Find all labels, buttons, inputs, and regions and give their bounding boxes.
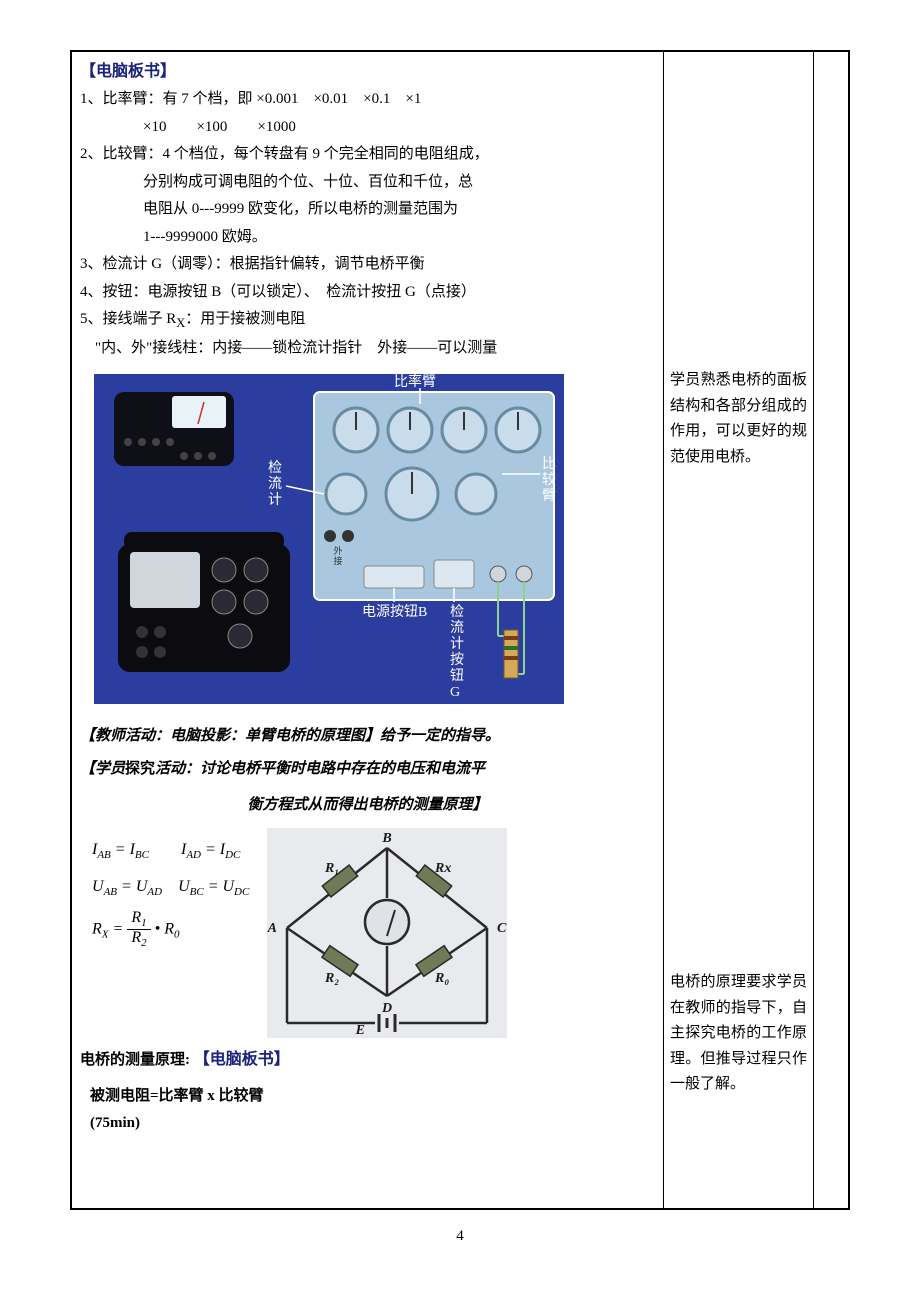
- eq-rx: RX = R1R2 • R0: [92, 910, 249, 949]
- node-a: A: [267, 921, 277, 936]
- item-compare-arm-l2: 分别构成可调电阻的个位、十位、百位和千位，总: [80, 170, 655, 196]
- label-r1: R₁: [324, 861, 339, 876]
- node-b: B: [382, 831, 392, 846]
- item-terminal-pre: 5、接线端子 R: [80, 311, 176, 327]
- eq-voltage: UAB = UAD UBC = UDC: [92, 873, 249, 902]
- label-galvanometer-v1: 检: [268, 460, 282, 476]
- node-c: C: [497, 921, 507, 936]
- equation-row: IAB = IBC IAD = IDC UAB = UAD UBC = UDC …: [80, 828, 655, 1038]
- principle-label: 电桥的测量原理:: [80, 1052, 190, 1068]
- item-terminal: 5、接线端子 RX：用于接被测电阻: [80, 307, 655, 334]
- item-compare-arm-l3: 电阻从 0---9999 欧变化，所以电桥的测量范围为: [80, 197, 655, 223]
- label-galv-btn-v4: 按: [450, 652, 464, 668]
- label-galv-btn-v2: 流: [450, 620, 464, 636]
- principle-line: 电桥的测量原理: 【电脑板书】: [80, 1046, 655, 1074]
- node-d: D: [381, 1001, 392, 1016]
- eq-current: IAB = IBC IAD = IDC: [92, 836, 249, 865]
- label-compare-v3: 臂: [542, 488, 556, 504]
- main-column: 【电脑板书】 1、比率臂：有 7 个档，即 ×0.001 ×0.01 ×0.1 …: [72, 52, 664, 1208]
- label-ratio-arm: 比率臂: [394, 374, 436, 390]
- label-galv-btn-v1: 检: [450, 604, 464, 620]
- label-r2: R₂: [324, 971, 339, 986]
- heading-computer-board: 【电脑板书】: [80, 58, 655, 85]
- item-terminal-sub: X: [176, 316, 185, 330]
- principle-heading: 【电脑板书】: [194, 1051, 290, 1068]
- teacher-activity: 【教师活动：电脑投影：单臂电桥的原理图】给予一定的指导。: [80, 724, 655, 750]
- student-activity-bold: 探究: [125, 761, 155, 777]
- item-ratio-arm-l1: 1、比率臂：有 7 个档，即 ×0.001 ×0.01 ×0.1 ×1: [80, 87, 655, 113]
- label-compare-v2: 较: [542, 472, 556, 488]
- item-ratio-arm-l2: ×10 ×100 ×1000: [80, 115, 655, 141]
- student-activity-l2: 衡方程式从而得出电桥的测量原理】: [80, 793, 655, 819]
- meter-unit-icon: [114, 392, 234, 466]
- right-empty-column: [814, 52, 848, 1208]
- label-galv-btn-v3: 计: [450, 636, 464, 652]
- device-diagram: 外 接: [94, 374, 564, 704]
- time-text: (75min): [90, 1111, 655, 1137]
- notes-column: 学员熟悉电桥的面板结构和各部分组成的作用，可以更好的规范使用电桥。 电桥的原理要…: [664, 52, 814, 1208]
- label-power-button: 电源按钮B: [362, 604, 427, 620]
- teacher-activity-lead: 【教师活动：电脑投影：单臂电桥的原理图】: [80, 728, 380, 744]
- item-terminal-post: ：用于接被测电阻: [185, 311, 305, 327]
- label-galv-btn-v6: G: [450, 685, 460, 700]
- briefcase-device-icon: [118, 532, 290, 672]
- student-activity-l1: 【学员探究活动：讨论电桥平衡时电路中存在的电压和电流平: [80, 757, 655, 783]
- item-compare-arm-l4: 1---9999000 欧姆。: [80, 225, 655, 251]
- bridge-circuit-diagram: B A C D E R₁ Rx R₂ R₀: [267, 828, 507, 1038]
- label-galv-btn-v5: 钮: [450, 668, 464, 684]
- label-compare-v1: 比: [542, 456, 556, 472]
- device-svg: 外 接: [94, 374, 564, 704]
- item-inner-outer: "内、外"接线柱：内接——锁检流计指针 外接——可以测量: [80, 336, 655, 362]
- page-number: 4: [70, 1224, 850, 1250]
- label-r0: R₀: [434, 971, 449, 986]
- label-galvanometer-v2: 流: [268, 476, 282, 492]
- label-rx: Rx: [434, 861, 451, 876]
- label-galvanometer-v3: 计: [268, 492, 282, 508]
- page-table: 【电脑板书】 1、比率臂：有 7 个档，即 ×0.001 ×0.01 ×0.1 …: [70, 50, 850, 1210]
- note-panel-familiar: 学员熟悉电桥的面板结构和各部分组成的作用，可以更好的规范使用电桥。: [670, 368, 807, 470]
- item-galvanometer: 3、检流计 G（调零）：根据指针偏转，调节电桥平衡: [80, 252, 655, 278]
- student-activity-tail: 活动：讨论电桥平衡时电路中存在的电压和电流平: [155, 761, 485, 777]
- item-compare-arm-l1: 2、比较臂：4 个档位，每个转盘有 9 个完全相同的电阻组成，: [80, 142, 655, 168]
- formula-text: 被测电阻=比率臂 x 比较臂: [90, 1084, 655, 1110]
- node-e: E: [355, 1023, 365, 1038]
- label-inner: 接: [333, 555, 342, 566]
- item-buttons: 4、按钮：电源按钮 B（可以锁定）、 检流计按扭 G（点接）: [80, 280, 655, 306]
- equations: IAB = IBC IAD = IDC UAB = UAD UBC = UDC …: [80, 828, 249, 957]
- teacher-activity-tail: 给予一定的指导。: [380, 728, 500, 744]
- note-bridge-principle: 电桥的原理要求学员在教师的指导下，自主探究电桥的工作原理。但推导过程只作一般了解…: [670, 970, 807, 1098]
- label-outer: 外: [333, 545, 342, 556]
- student-activity-lead: 【学员: [80, 761, 125, 777]
